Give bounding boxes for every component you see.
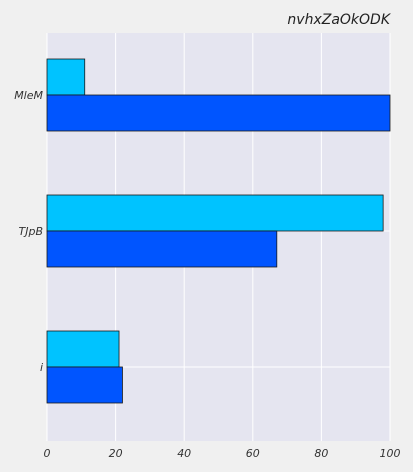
chart-title: nvhxZaOkODK [287,12,391,28]
x-tick-label: 20 [109,447,123,460]
y-tick-label-TJpB: TJpB [19,225,44,238]
x-tick-label: 100 [380,447,401,460]
bar-TJpB-series-1 [46,194,384,232]
x-tick-labels: 0 20 40 60 80 100 [44,447,401,460]
bar-MleM-series-1 [46,58,86,96]
x-tick-label: 40 [177,447,191,460]
x-tick-label: 0 [44,447,51,460]
y-tick-label-MleM: MleM [14,89,43,102]
y-tick-label-i: i [40,361,43,374]
bar-i-series-1 [46,330,120,368]
x-tick-label: 80 [314,447,328,460]
x-tick-label: 60 [246,447,260,460]
y-tick-labels: MleM TJpB i [14,89,43,374]
bar-TJpB-series-2 [46,230,278,268]
bars [46,58,391,404]
bar-i-series-2 [46,366,123,404]
bar-MleM-series-2 [46,94,391,132]
